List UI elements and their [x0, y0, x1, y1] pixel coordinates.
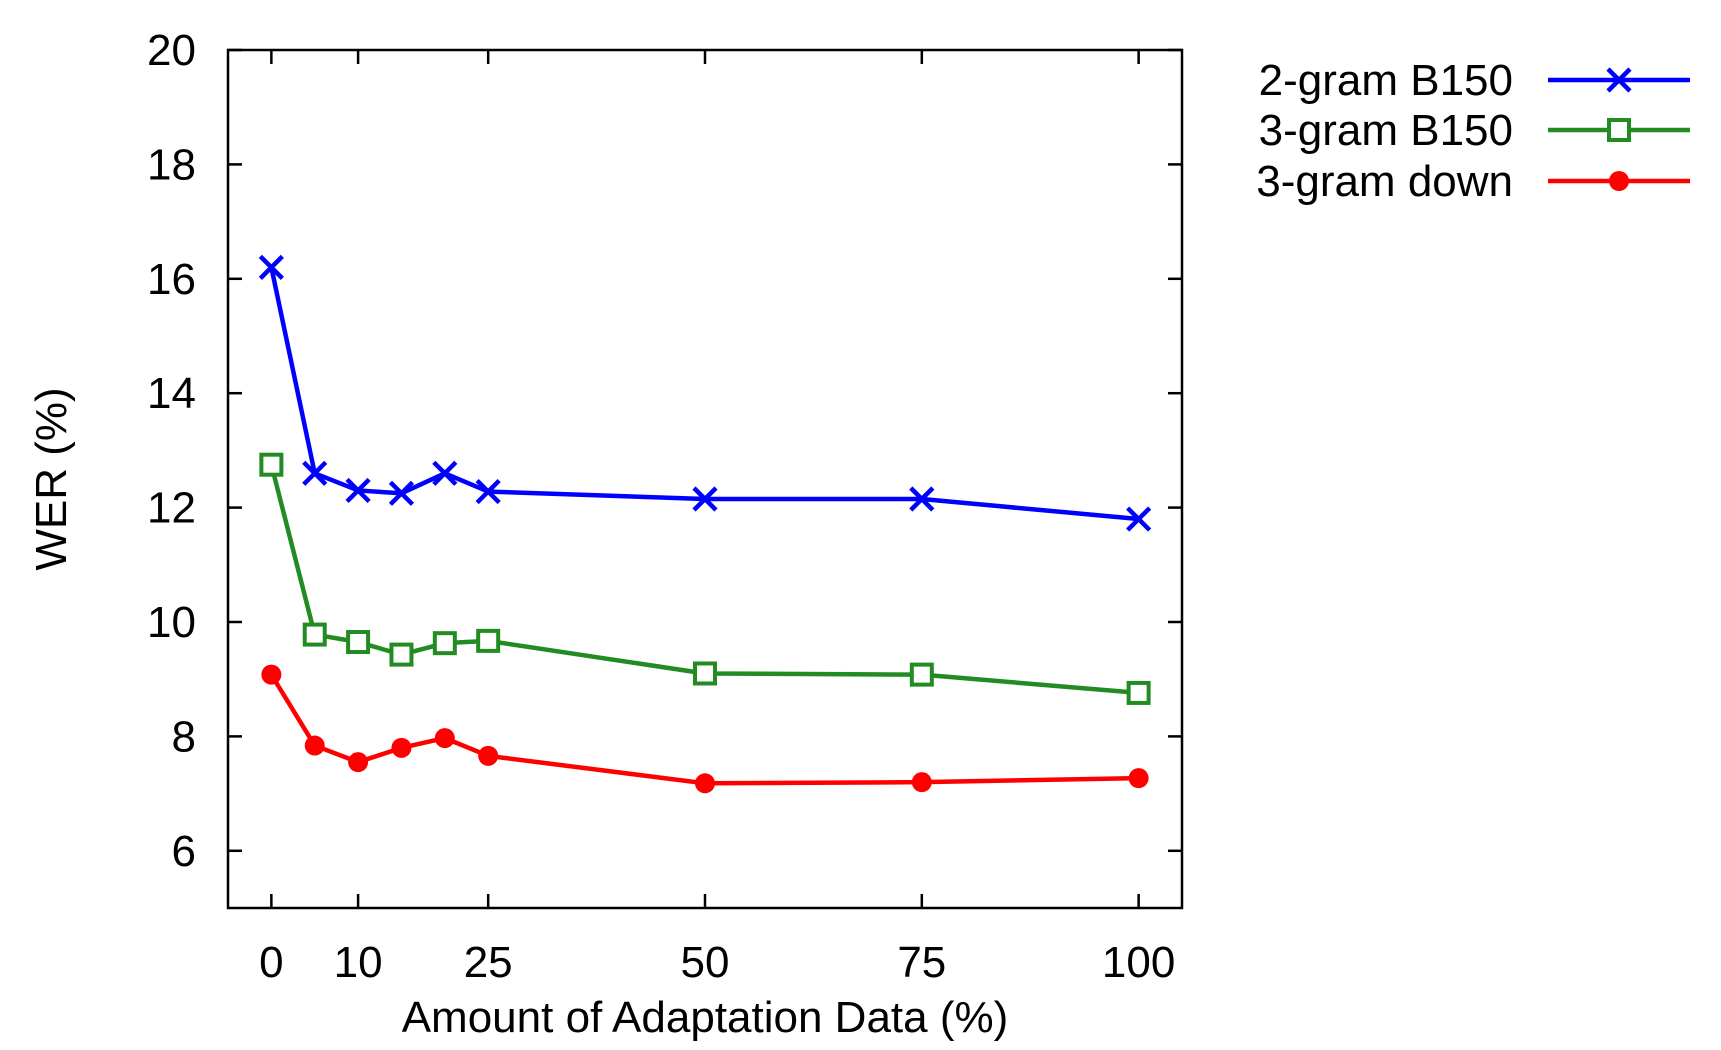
data-point — [1126, 680, 1151, 705]
data-point — [909, 486, 935, 512]
y-axis-title: WER (%) — [27, 387, 76, 570]
data-point — [1128, 768, 1149, 789]
x-tick-label: 50 — [681, 938, 730, 987]
legend-label: 3-gram down — [1256, 157, 1513, 206]
data-point — [304, 735, 325, 756]
x-tick-label: 100 — [1102, 938, 1175, 987]
x-tick-label: 10 — [334, 938, 383, 987]
series-3 — [261, 664, 1149, 794]
x-axis: 0 10 25 50 75 100 — [259, 50, 1175, 987]
x-tick-label: 0 — [259, 938, 283, 987]
y-tick-label: 10 — [147, 598, 196, 647]
data-point — [389, 642, 414, 667]
data-point — [302, 622, 327, 647]
x-tick-label: 25 — [464, 938, 513, 987]
x-axis-title: Amount of Adaptation Data (%) — [402, 993, 1009, 1042]
data-point — [345, 477, 371, 504]
data-point — [259, 452, 284, 477]
data-point — [391, 737, 412, 758]
plot-area: 6 8 10 12 14 16 18 20 0 10 25 50 75 100 — [147, 26, 1184, 987]
y-tick-label: 8 — [172, 712, 196, 761]
y-tick-label: 14 — [147, 369, 196, 418]
data-point — [475, 478, 501, 505]
data-point — [258, 254, 284, 280]
data-point — [432, 631, 457, 656]
y-tick-label: 6 — [172, 827, 196, 876]
legend-marker — [1607, 118, 1631, 142]
y-tick-label: 12 — [147, 484, 196, 533]
data-point — [346, 630, 371, 655]
series-layer — [258, 254, 1152, 794]
data-point — [909, 662, 934, 687]
data-point — [692, 486, 718, 512]
data-point — [1126, 506, 1152, 532]
y-tick-label: 20 — [147, 26, 196, 75]
data-point — [911, 772, 932, 793]
data-point — [348, 752, 369, 773]
legend-label: 2-gram B150 — [1259, 56, 1513, 105]
data-point — [302, 460, 328, 486]
data-point — [693, 661, 717, 686]
x-tick-label: 75 — [897, 938, 946, 987]
data-point — [388, 480, 415, 506]
series-2 — [259, 452, 1151, 705]
legend-item: 2-gram B150 — [1259, 56, 1690, 105]
legend-label: 3-gram B150 — [1259, 106, 1513, 155]
y-tick-label: 16 — [147, 255, 196, 304]
data-point — [261, 664, 282, 685]
series-1 — [258, 254, 1152, 532]
legend-marker — [1606, 67, 1632, 93]
legend-marker — [1609, 171, 1629, 191]
series-line — [269, 266, 1139, 522]
legend-item: 3-gram B150 — [1259, 106, 1690, 155]
series-line — [269, 673, 1139, 786]
data-point — [432, 460, 458, 486]
legend-item: 3-gram down — [1256, 157, 1690, 206]
data-point — [478, 745, 499, 766]
data-point — [476, 628, 501, 653]
y-tick-label: 18 — [147, 140, 196, 189]
y-axis: 6 8 10 12 14 16 18 20 — [147, 26, 1182, 876]
data-point — [695, 773, 715, 794]
data-point — [434, 728, 455, 749]
